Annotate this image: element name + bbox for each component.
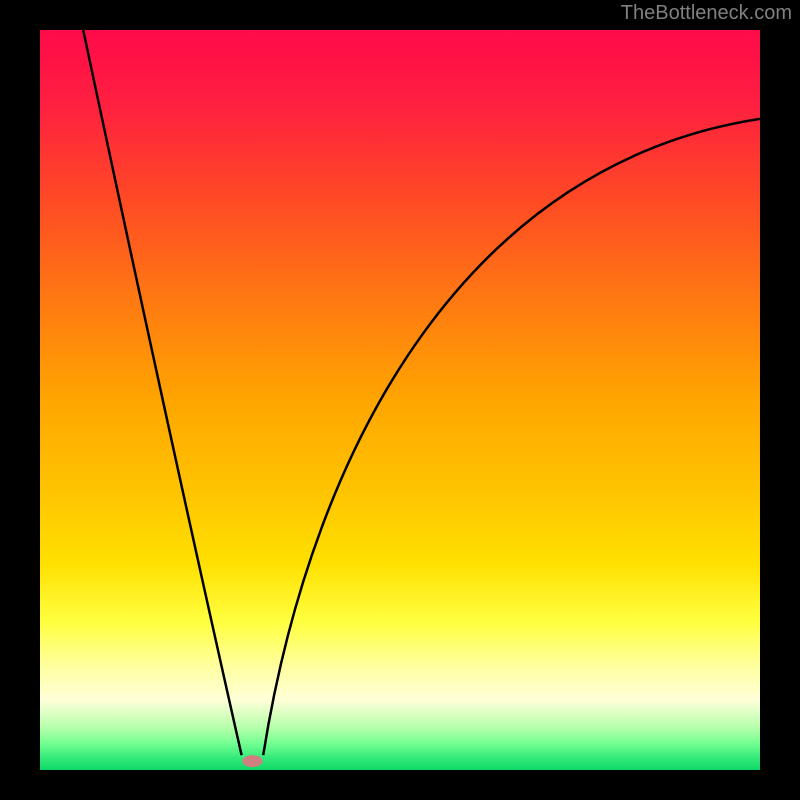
chart-container: TheBottleneck.com: [0, 0, 800, 800]
watermark-label: TheBottleneck.com: [621, 2, 792, 25]
gradient-background: [40, 30, 760, 770]
bottleneck-marker: [242, 755, 262, 767]
bottleneck-chart: [0, 0, 800, 800]
